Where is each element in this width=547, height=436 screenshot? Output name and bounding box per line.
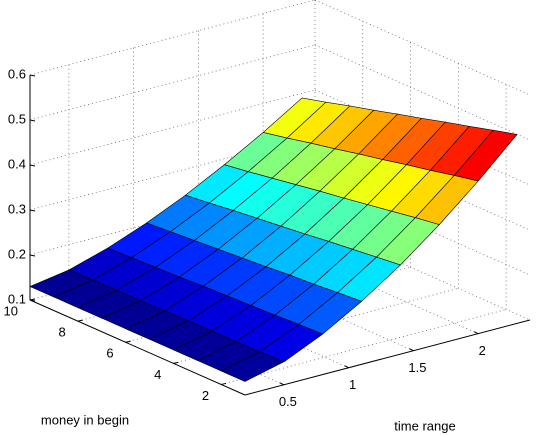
x-tick	[279, 382, 285, 386]
x-tick	[409, 348, 414, 352]
z-tick	[29, 119, 36, 122]
y-axis	[29, 299, 246, 396]
z-tick	[29, 254, 36, 257]
grid-line	[29, 44, 316, 121]
z-tick	[29, 164, 36, 167]
grid-line	[314, 0, 531, 96]
x-tick-label: 1.5	[408, 360, 426, 375]
z-tick-label: 0.4	[8, 156, 26, 171]
x-axis	[244, 319, 531, 396]
z-tick-label: 0.2	[8, 246, 26, 261]
z-tick-label: 0.6	[8, 66, 26, 81]
x-axis-label: time range	[394, 418, 455, 433]
x-tick	[473, 331, 479, 335]
y-axis-label: money in begin	[41, 412, 129, 427]
surface-patch	[220, 351, 285, 382]
y-tick	[221, 382, 227, 385]
x-tick-label: 0.5	[279, 394, 297, 409]
z-tick	[29, 74, 36, 77]
z-tick	[29, 299, 36, 302]
y-tick-label: 2	[202, 388, 209, 403]
y-tick-label: 8	[59, 325, 66, 340]
y-tick	[125, 340, 131, 343]
z-tick	[29, 209, 36, 212]
z-tick-label: 0.3	[8, 201, 26, 216]
y-tick	[173, 361, 179, 364]
x-tick	[344, 365, 349, 369]
x-tick-label: 1	[349, 377, 356, 392]
z-tick-label: 0.1	[8, 291, 26, 306]
y-tick	[77, 319, 83, 322]
y-tick-label: 6	[106, 346, 113, 361]
y-tick-label: 4	[154, 367, 161, 382]
grid-line	[29, 0, 316, 76]
z-tick-label: 0.5	[8, 111, 26, 126]
x-tick-label: 2	[479, 343, 486, 358]
y-tick-label: 10	[4, 303, 18, 318]
